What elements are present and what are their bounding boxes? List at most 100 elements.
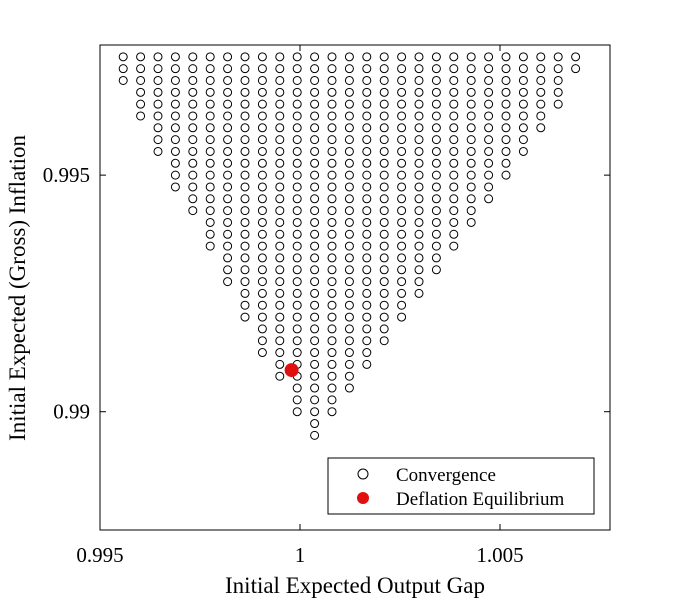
x-tick-label: 0.995 bbox=[76, 543, 123, 567]
convergence-point bbox=[379, 324, 389, 334]
convergence-point bbox=[257, 312, 267, 322]
convergence-point bbox=[292, 324, 302, 334]
convergence-point bbox=[223, 182, 233, 192]
y-axis-ticks: 0.99 0.995 bbox=[43, 163, 610, 424]
convergence-point bbox=[362, 300, 372, 310]
convergence-point bbox=[344, 300, 354, 310]
convergence-point bbox=[240, 206, 250, 216]
convergence-point bbox=[431, 229, 441, 239]
convergence-point bbox=[362, 182, 372, 192]
convergence-point bbox=[414, 99, 424, 109]
convergence-point bbox=[275, 182, 285, 192]
legend-convergence-label: Convergence bbox=[396, 465, 496, 486]
y-axis-title: Initial Expected (Gross) Inflation bbox=[5, 135, 30, 441]
convergence-point bbox=[292, 348, 302, 358]
convergence-point bbox=[536, 87, 546, 97]
convergence-point bbox=[223, 64, 233, 74]
convergence-point bbox=[275, 253, 285, 263]
convergence-point bbox=[397, 158, 407, 168]
convergence-point bbox=[188, 158, 198, 168]
convergence-point bbox=[484, 75, 494, 85]
convergence-point bbox=[344, 336, 354, 346]
convergence-point bbox=[344, 87, 354, 97]
convergence-point bbox=[275, 359, 285, 369]
convergence-point bbox=[136, 64, 146, 74]
convergence-point bbox=[310, 206, 320, 216]
convergence-point bbox=[310, 371, 320, 381]
convergence-point bbox=[449, 158, 459, 168]
convergence-point bbox=[275, 52, 285, 62]
convergence-point bbox=[362, 64, 372, 74]
convergence-point bbox=[327, 312, 337, 322]
convergence-point bbox=[414, 288, 424, 298]
convergence-point bbox=[414, 75, 424, 85]
convergence-point bbox=[431, 170, 441, 180]
convergence-point bbox=[501, 135, 511, 145]
convergence-point bbox=[257, 52, 267, 62]
convergence-point bbox=[223, 135, 233, 145]
convergence-point bbox=[362, 324, 372, 334]
convergence-point bbox=[466, 194, 476, 204]
convergence-point bbox=[397, 217, 407, 227]
convergence-point bbox=[240, 146, 250, 156]
convergence-point bbox=[501, 99, 511, 109]
convergence-point bbox=[379, 182, 389, 192]
convergence-point bbox=[431, 182, 441, 192]
convergence-point bbox=[188, 146, 198, 156]
convergence-point bbox=[553, 64, 563, 74]
convergence-point bbox=[414, 265, 424, 275]
convergence-point bbox=[449, 64, 459, 74]
convergence-point bbox=[397, 194, 407, 204]
convergence-point bbox=[205, 170, 215, 180]
convergence-point bbox=[153, 87, 163, 97]
convergence-point bbox=[344, 64, 354, 74]
convergence-point bbox=[188, 206, 198, 216]
convergence-point bbox=[466, 135, 476, 145]
convergence-point bbox=[362, 288, 372, 298]
convergence-point bbox=[362, 206, 372, 216]
convergence-point bbox=[414, 253, 424, 263]
convergence-point bbox=[414, 182, 424, 192]
convergence-point bbox=[449, 135, 459, 145]
convergence-point bbox=[310, 430, 320, 440]
convergence-point bbox=[310, 253, 320, 263]
convergence-point bbox=[327, 170, 337, 180]
convergence-point bbox=[379, 277, 389, 287]
convergence-point bbox=[188, 99, 198, 109]
convergence-point bbox=[344, 123, 354, 133]
convergence-point bbox=[344, 135, 354, 145]
convergence-point bbox=[414, 206, 424, 216]
legend-deflation-label: Deflation Equilibrium bbox=[396, 489, 565, 510]
convergence-point bbox=[449, 99, 459, 109]
convergence-point bbox=[379, 312, 389, 322]
convergence-point bbox=[205, 75, 215, 85]
convergence-point bbox=[397, 87, 407, 97]
convergence-point bbox=[240, 277, 250, 287]
convergence-point bbox=[257, 170, 267, 180]
convergence-point bbox=[310, 229, 320, 239]
convergence-point bbox=[240, 229, 250, 239]
convergence-point bbox=[397, 64, 407, 74]
convergence-point bbox=[257, 123, 267, 133]
convergence-point bbox=[205, 123, 215, 133]
convergence-point bbox=[414, 64, 424, 74]
convergence-point bbox=[240, 300, 250, 310]
convergence-point bbox=[466, 75, 476, 85]
convergence-point bbox=[292, 288, 302, 298]
convergence-point bbox=[379, 170, 389, 180]
convergence-point bbox=[431, 75, 441, 85]
convergence-point bbox=[327, 348, 337, 358]
convergence-point bbox=[362, 99, 372, 109]
convergence-point bbox=[275, 206, 285, 216]
convergence-point bbox=[310, 265, 320, 275]
convergence-point bbox=[275, 371, 285, 381]
convergence-point bbox=[292, 407, 302, 417]
convergence-point bbox=[431, 123, 441, 133]
convergence-point bbox=[205, 229, 215, 239]
convergence-point bbox=[257, 241, 267, 251]
convergence-point bbox=[275, 241, 285, 251]
convergence-point bbox=[240, 111, 250, 121]
convergence-point bbox=[275, 324, 285, 334]
convergence-point bbox=[397, 206, 407, 216]
convergence-point bbox=[136, 111, 146, 121]
